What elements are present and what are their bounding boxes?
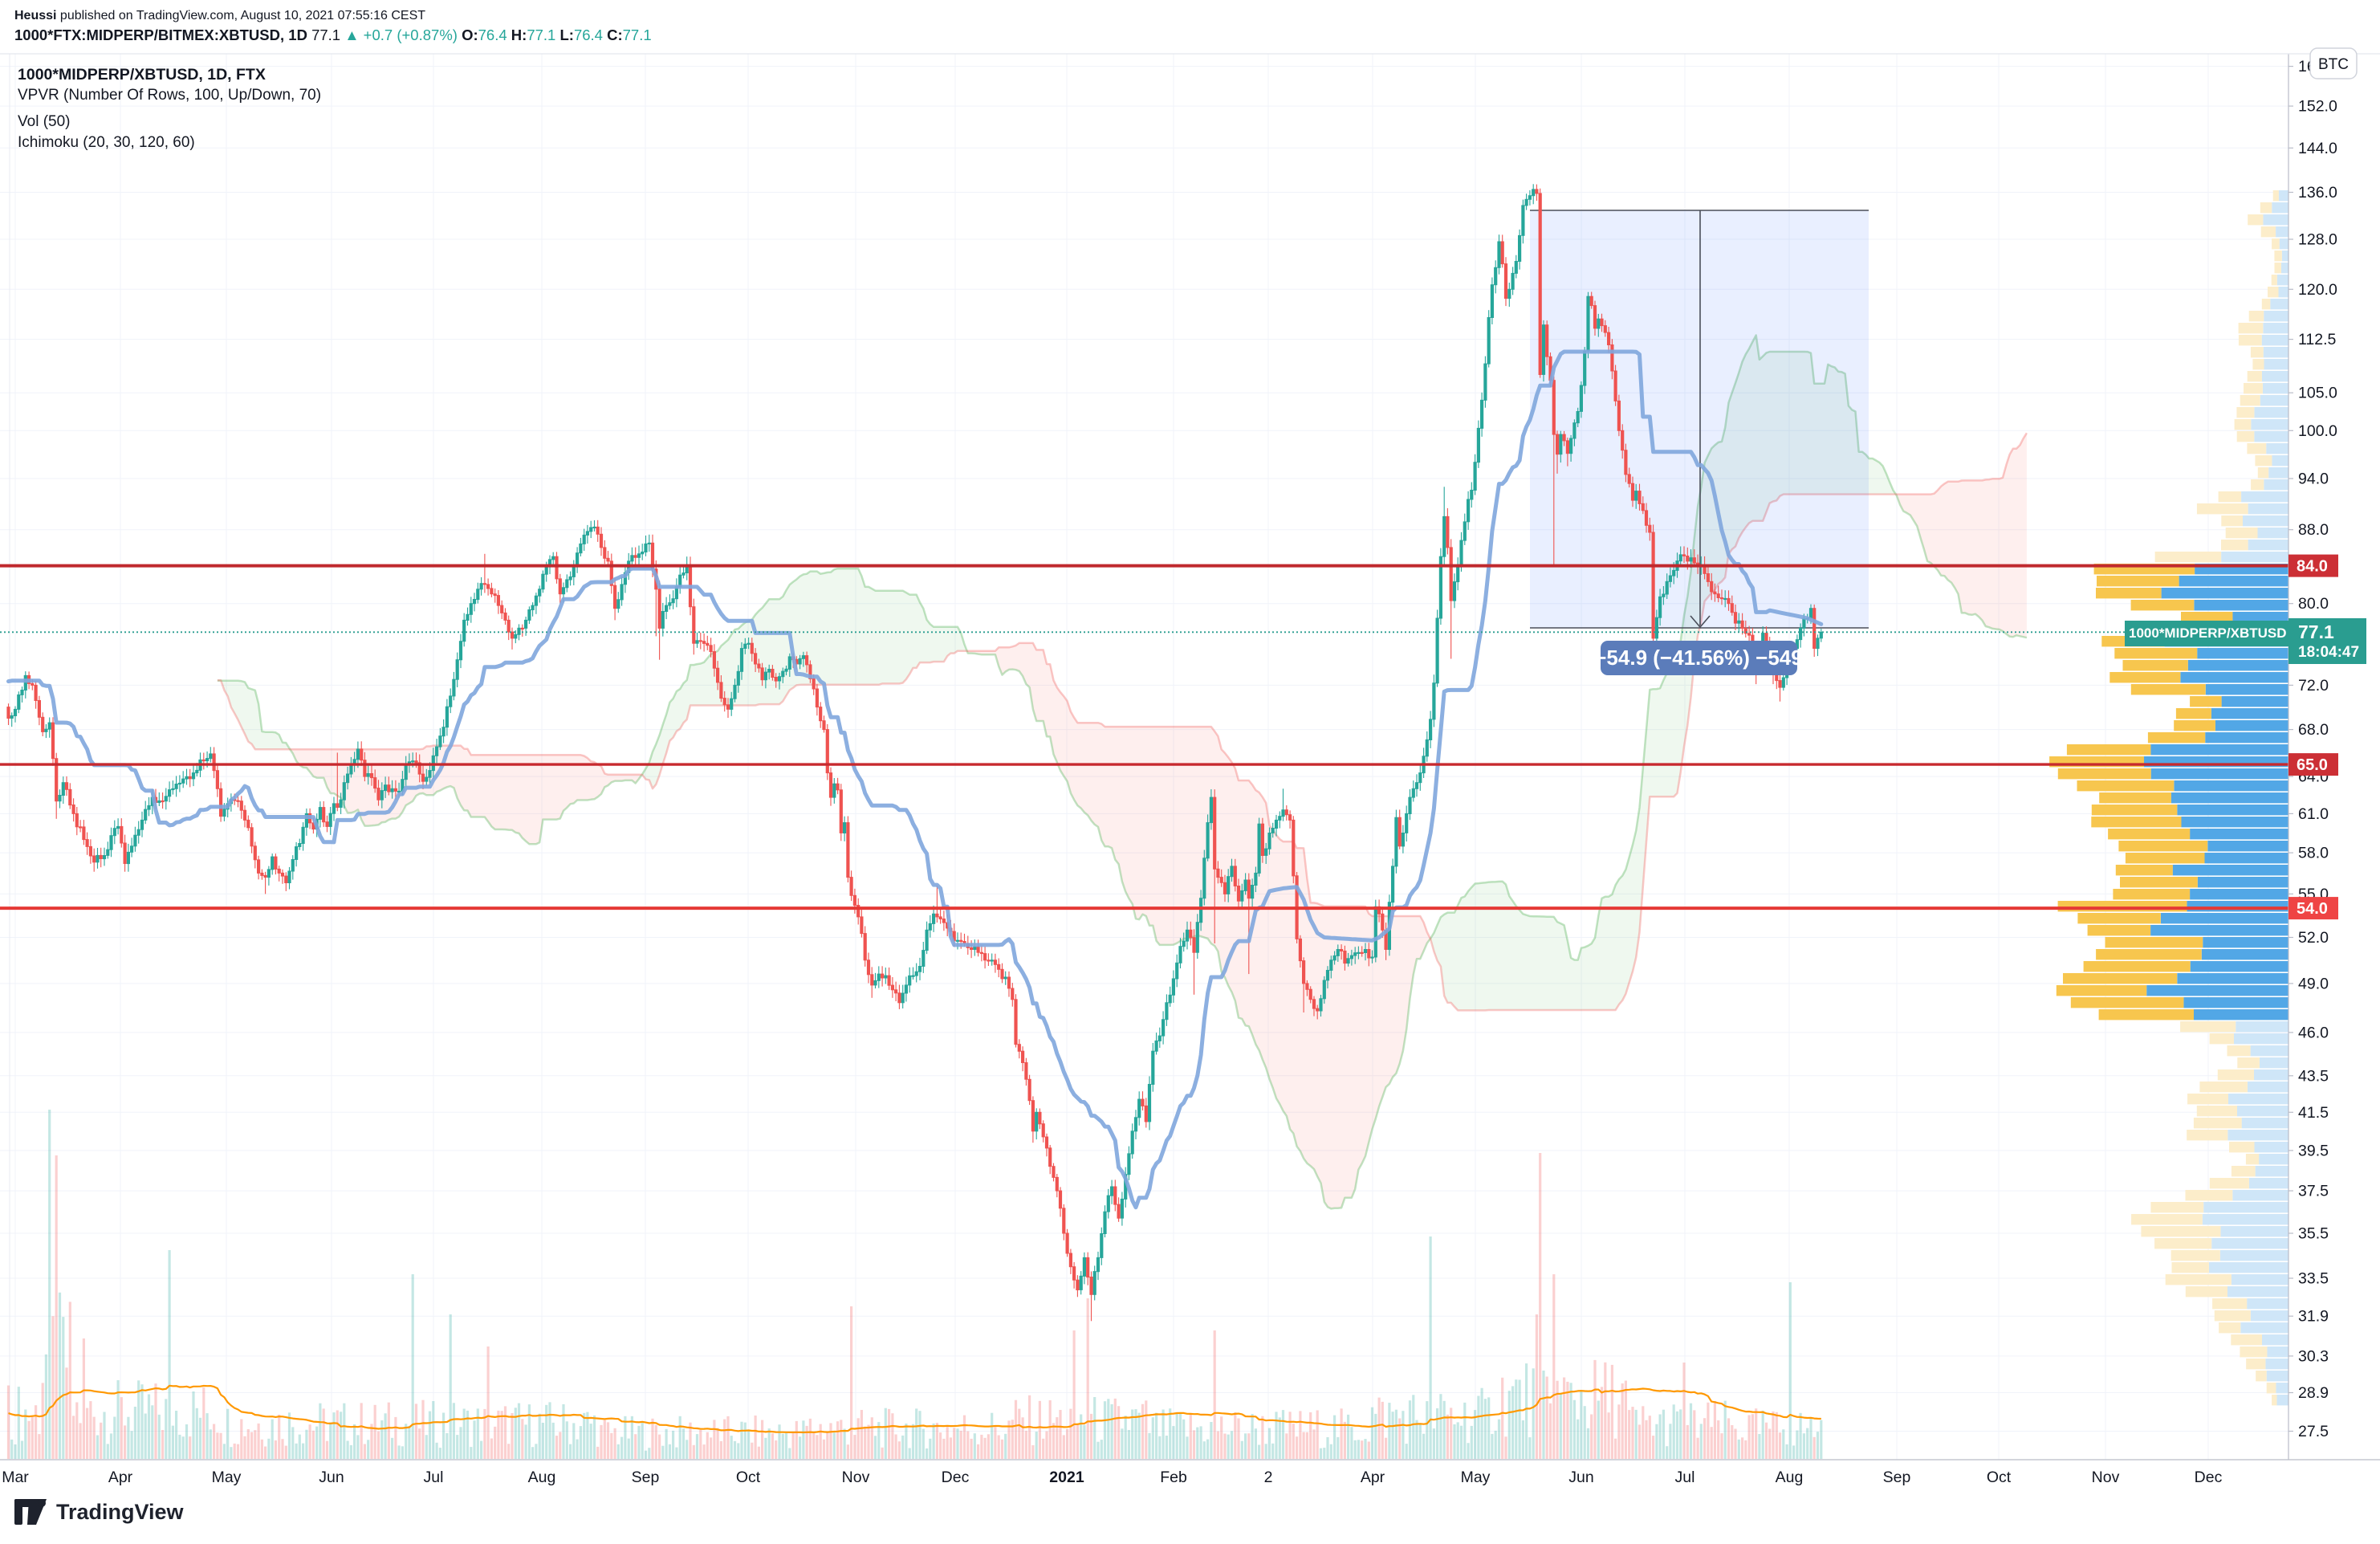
svg-text:49.0: 49.0 <box>2298 975 2329 992</box>
svg-text:39.5: 39.5 <box>2298 1142 2329 1159</box>
svg-text:Dec: Dec <box>942 1469 970 1486</box>
svg-text:Aug: Aug <box>528 1469 556 1486</box>
svg-text:1000*FTX:MIDPERP/BITMEX:XBTUSD: 1000*FTX:MIDPERP/BITMEX:XBTUSD, 1D 77.1 … <box>14 26 652 43</box>
svg-text:Jul: Jul <box>424 1469 444 1486</box>
svg-text:VPVR (Number Of Rows, 100, Up/: VPVR (Number Of Rows, 100, Up/Down, 70) <box>18 87 321 104</box>
svg-text:128.0: 128.0 <box>2298 231 2337 249</box>
svg-text:Jul: Jul <box>1675 1469 1695 1486</box>
svg-text:Apr: Apr <box>108 1469 133 1486</box>
svg-text:Apr: Apr <box>1361 1469 1385 1486</box>
svg-text:61.0: 61.0 <box>2298 805 2329 823</box>
svg-text:84.0: 84.0 <box>2297 558 2328 576</box>
svg-text:2: 2 <box>1264 1469 1273 1486</box>
svg-text:2021: 2021 <box>1049 1469 1084 1486</box>
svg-text:120.0: 120.0 <box>2298 281 2337 299</box>
svg-text:65.0: 65.0 <box>2297 756 2328 774</box>
svg-text:Sep: Sep <box>1883 1469 1911 1486</box>
svg-text:80.0: 80.0 <box>2298 595 2329 613</box>
svg-text:Heussi published on TradingVie: Heussi published on TradingView.com, Aug… <box>14 9 425 22</box>
svg-text:58.0: 58.0 <box>2298 845 2329 862</box>
svg-text:1000*MIDPERP/XBTUSD: 1000*MIDPERP/XBTUSD <box>2129 625 2287 641</box>
svg-text:Jun: Jun <box>319 1469 344 1486</box>
svg-text:Nov: Nov <box>842 1469 870 1486</box>
svg-text:136.0: 136.0 <box>2298 184 2337 202</box>
svg-text:46.0: 46.0 <box>2298 1024 2329 1041</box>
svg-text:94.0: 94.0 <box>2298 471 2329 488</box>
svg-text:152.0: 152.0 <box>2298 98 2337 116</box>
svg-text:May: May <box>1461 1469 1491 1486</box>
svg-text:May: May <box>212 1469 242 1486</box>
svg-text:18:04:47: 18:04:47 <box>2298 644 2359 661</box>
svg-text:Oct: Oct <box>736 1469 761 1486</box>
svg-text:28.9: 28.9 <box>2298 1384 2329 1402</box>
svg-text:Oct: Oct <box>1987 1469 2012 1486</box>
svg-text:112.5: 112.5 <box>2298 331 2337 348</box>
svg-text:35.5: 35.5 <box>2298 1225 2329 1243</box>
svg-text:144.0: 144.0 <box>2298 140 2337 157</box>
svg-text:27.5: 27.5 <box>2298 1423 2329 1440</box>
svg-text:41.5: 41.5 <box>2298 1104 2329 1122</box>
svg-text:100.0: 100.0 <box>2298 422 2337 440</box>
svg-text:33.5: 33.5 <box>2298 1270 2329 1288</box>
svg-text:1000*MIDPERP/XBTUSD, 1D, FTX: 1000*MIDPERP/XBTUSD, 1D, FTX <box>18 66 266 84</box>
svg-text:43.5: 43.5 <box>2298 1067 2329 1085</box>
svg-text:Aug: Aug <box>1776 1469 1804 1486</box>
svg-text:105.0: 105.0 <box>2298 385 2337 402</box>
svg-text:30.3: 30.3 <box>2298 1347 2329 1365</box>
svg-text:Jun: Jun <box>1568 1469 1593 1486</box>
svg-text:Nov: Nov <box>2092 1469 2120 1486</box>
svg-text:68.0: 68.0 <box>2298 721 2329 739</box>
svg-text:BTC: BTC <box>2318 56 2349 73</box>
svg-text:Feb: Feb <box>1160 1469 1187 1486</box>
svg-text:77.1: 77.1 <box>2298 621 2334 642</box>
svg-text:Mar: Mar <box>2 1469 29 1486</box>
svg-text:31.9: 31.9 <box>2298 1308 2329 1326</box>
svg-text:37.5: 37.5 <box>2298 1183 2329 1200</box>
svg-text:TradingView: TradingView <box>56 1500 185 1524</box>
svg-text:54.0: 54.0 <box>2297 900 2328 918</box>
svg-text:72.0: 72.0 <box>2298 677 2329 695</box>
svg-text:Ichimoku (20, 30, 120, 60): Ichimoku (20, 30, 120, 60) <box>18 134 195 151</box>
svg-text:Dec: Dec <box>2195 1469 2223 1486</box>
svg-text:−54.9 (−41.56%) −549: −54.9 (−41.56%) −549 <box>1594 646 1802 670</box>
svg-text:Vol (50): Vol (50) <box>18 113 70 130</box>
svg-text:88.0: 88.0 <box>2298 521 2329 539</box>
svg-text:Sep: Sep <box>632 1469 660 1486</box>
svg-text:52.0: 52.0 <box>2298 929 2329 947</box>
